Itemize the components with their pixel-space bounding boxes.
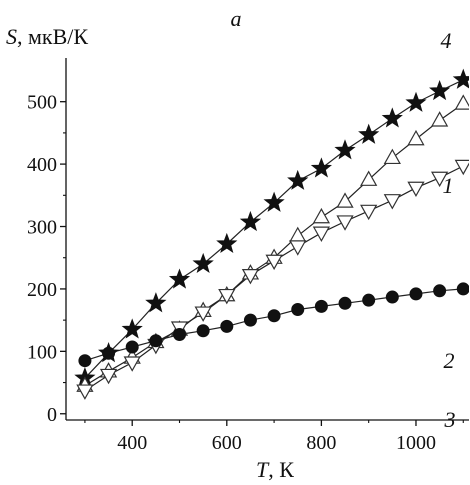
plot-area: 0 100 200 300 400 500 400 600 800 1000 1 2 3 4 (27, 28, 469, 454)
y-axis-unit: , мкВ/К (17, 24, 88, 49)
series-1-point (102, 346, 116, 360)
series-4-line (84, 79, 464, 379)
y-tick-label: 400 (27, 154, 57, 176)
x-tick-label: 1000 (396, 432, 436, 454)
y-tick-label: 300 (27, 217, 57, 239)
series-3-point (383, 148, 401, 165)
series-1-point (456, 282, 469, 296)
series-2-point (241, 269, 260, 285)
series-1-point (149, 334, 163, 348)
series-4-point (287, 169, 309, 190)
y-axis-symbol: S (6, 24, 17, 49)
series-4-point (121, 318, 143, 339)
series-2-point (336, 215, 354, 231)
x-tick-label: 800 (306, 432, 336, 454)
y-tick-label: 500 (27, 92, 57, 114)
series-4-label: 4 (441, 28, 452, 53)
series-1-point (196, 324, 210, 338)
series-2-point (383, 194, 401, 210)
series-3-point (360, 170, 378, 186)
series-2-point (76, 384, 94, 400)
series-4-point (358, 123, 380, 144)
series-3-label: 3 (444, 407, 456, 432)
x-axis-symbol: T (256, 457, 270, 482)
series-3-point (312, 207, 331, 224)
x-axis-label: T, К (256, 457, 294, 482)
series-4-point (263, 191, 285, 212)
series-3-point (289, 226, 307, 243)
series-1-line (84, 288, 464, 362)
series-2-point (123, 356, 141, 372)
series-4-point (145, 292, 167, 313)
panel-label: a (231, 6, 242, 31)
series-2-point (407, 181, 425, 198)
series-2-point (99, 368, 118, 385)
series-2-point (265, 254, 283, 271)
y-axis-label: S, мкВ/К (6, 24, 88, 49)
series-1-point (409, 287, 423, 301)
x-axis-unit: , К (268, 457, 294, 482)
y-tick-label: 0 (47, 404, 57, 426)
series-1-point (338, 296, 352, 310)
series-1-point (362, 293, 376, 307)
series-2-point (289, 240, 307, 256)
y-tick-label: 200 (27, 279, 57, 301)
series-4-point (168, 268, 191, 289)
series-1-point (267, 309, 281, 323)
x-tick-label: 400 (117, 432, 147, 454)
series-3-point (336, 192, 354, 208)
series-4-point (429, 79, 451, 101)
series-1-point (78, 354, 92, 368)
series-2-point (218, 288, 236, 305)
series-3-point (454, 94, 469, 110)
series-1-point (173, 327, 187, 341)
series-2-label: 2 (444, 348, 455, 373)
series-4-point (239, 210, 262, 232)
series-1-point (433, 284, 447, 298)
series-4-point (334, 139, 356, 160)
series-2-point (360, 204, 378, 221)
x-tick-label: 600 (212, 432, 242, 454)
series-2-point (431, 171, 449, 188)
series-2-point (454, 159, 469, 176)
series-3-line (84, 103, 464, 387)
series-1-label: 1 (443, 173, 454, 198)
series-3-point (431, 111, 449, 127)
y-tick-label: 100 (27, 341, 57, 363)
series-4-point (310, 157, 332, 178)
series-1-point (291, 303, 305, 317)
series-1-point (385, 290, 399, 304)
series-4-point (452, 68, 469, 89)
series-1-point (314, 299, 328, 313)
series-4-point (192, 252, 214, 274)
series-4-point (405, 91, 427, 112)
series-3-point (407, 129, 425, 146)
series-2-point (312, 226, 331, 242)
series-4-point (216, 232, 238, 254)
series-2-point (194, 306, 212, 322)
series-4-point (381, 107, 403, 128)
series-1-point (243, 313, 257, 327)
series-1-point (220, 319, 234, 333)
series-1-point (125, 340, 139, 354)
